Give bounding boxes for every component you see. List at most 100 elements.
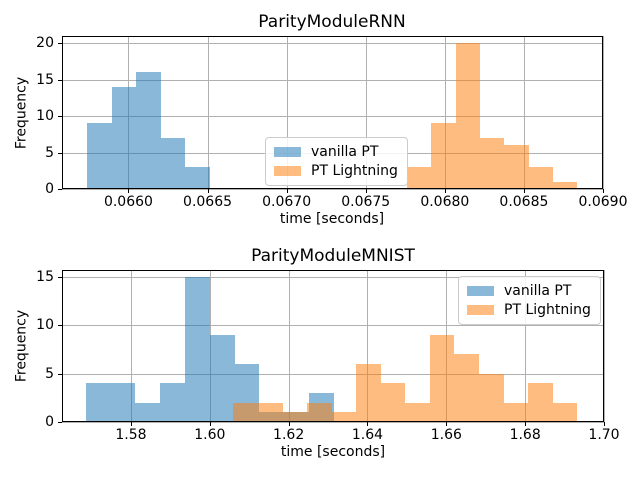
x-tick — [130, 422, 132, 426]
yaxis-label-mnist: Frequency — [13, 309, 30, 383]
axes-spines — [62, 36, 603, 189]
hist-bar-pt-lightning — [479, 373, 504, 422]
hist-bar-pt-lightning — [380, 383, 406, 422]
legend-box: vanilla PT PT Lightning — [458, 276, 601, 325]
x-tick-label: 1.62 — [273, 427, 305, 443]
y-tick — [58, 325, 62, 327]
yaxis-label-rnn: Frequency — [13, 76, 30, 150]
legend-label: PT Lightning — [311, 163, 398, 179]
hist-bar-vanilla-pt — [185, 167, 210, 189]
x-tick — [525, 422, 527, 426]
hist-bar-pt-lightning — [528, 167, 553, 189]
x-tick — [446, 422, 448, 426]
hist-bar-vanilla-pt — [87, 123, 112, 189]
x-gridline — [365, 36, 367, 189]
x-tick — [209, 422, 211, 426]
y-gridline — [62, 43, 603, 45]
hist-bar-vanilla-pt — [184, 277, 210, 422]
x-tick-label: 1.66 — [430, 427, 462, 443]
y-gridline — [62, 152, 603, 154]
chart-title-mnist: ParityModuleMNIST — [251, 246, 415, 266]
hist-bar-pt-lightning — [307, 402, 332, 422]
hist-bar-pt-lightning — [454, 354, 480, 422]
y-gridline — [62, 325, 604, 327]
x-gridline — [603, 36, 604, 189]
xaxis-label-rnn: time [seconds] — [279, 211, 385, 227]
hist-bar-pt-lightning — [405, 402, 430, 422]
x-tick-label: 0.0680 — [420, 194, 470, 210]
hist-bar-pt-lightning — [406, 167, 432, 189]
x-gridline — [525, 270, 527, 422]
axes-spines — [62, 270, 604, 422]
y-tick — [58, 43, 62, 45]
hist-bar-vanilla-pt — [85, 383, 111, 422]
hist-bar-pt-lightning — [455, 43, 480, 189]
hist-bar-pt-lightning — [356, 364, 381, 422]
y-gridline — [62, 422, 604, 423]
y-tick — [58, 116, 62, 118]
x-tick-label: 0.0675 — [341, 194, 391, 210]
x-gridline — [209, 270, 211, 422]
x-tick-label: 1.70 — [588, 427, 620, 443]
legend-entry-pt-lightning: PT Lightning — [467, 302, 591, 318]
hist-bar-pt-lightning — [503, 402, 529, 422]
hist-bar-pt-lightning — [331, 412, 357, 422]
x-gridline — [128, 36, 130, 189]
legend-label: vanilla PT — [311, 144, 379, 160]
x-tick — [604, 422, 605, 426]
x-gridline — [286, 36, 288, 189]
x-tick-label: 0.0660 — [103, 194, 153, 210]
x-tick-label: 1.58 — [115, 427, 147, 443]
x-tick-label: 1.68 — [509, 427, 541, 443]
x-gridline — [446, 270, 448, 422]
x-gridline — [207, 36, 209, 189]
y-tick — [58, 373, 62, 375]
x-gridline — [367, 270, 369, 422]
x-tick — [523, 189, 525, 193]
legend-entry-pt-lightning: PT Lightning — [274, 163, 398, 179]
y-tick-label: 0 — [45, 414, 54, 430]
hist-bar-vanilla-pt — [160, 383, 185, 422]
legend-entry-vanilla-pt: vanilla PT — [467, 283, 591, 299]
x-tick — [444, 189, 446, 193]
hist-bar-pt-lightning — [431, 123, 456, 189]
y-tick — [58, 79, 62, 81]
x-tick-label: 1.60 — [194, 427, 226, 443]
hist-bar-vanilla-pt — [160, 138, 186, 189]
hist-bar-vanilla-pt — [309, 393, 334, 422]
y-tick — [58, 189, 62, 190]
y-gridline — [62, 116, 603, 118]
legend-label: vanilla PT — [504, 283, 572, 299]
y-gridline — [62, 277, 604, 279]
legend-patch-pt-lightning — [467, 305, 494, 315]
y-gridline — [62, 189, 603, 190]
hist-bar-pt-lightning — [528, 383, 553, 422]
x-tick — [603, 189, 604, 193]
xaxis-label-mnist: time [seconds] — [280, 444, 386, 460]
legend-patch-vanilla-pt — [467, 286, 494, 296]
x-tick-label: 0.0665 — [183, 194, 233, 210]
hist-bar-pt-lightning — [552, 402, 578, 422]
x-gridline — [444, 36, 446, 189]
y-gridline — [62, 79, 603, 81]
x-tick — [365, 189, 367, 193]
x-tick — [128, 189, 130, 193]
y-gridline — [62, 373, 604, 375]
y-tick — [58, 277, 62, 279]
x-gridline — [288, 270, 290, 422]
x-tick — [286, 189, 288, 193]
hist-bar-vanilla-pt — [136, 72, 161, 189]
hist-bar-pt-lightning — [504, 145, 529, 189]
x-tick-label: 0.0690 — [578, 194, 628, 210]
hist-bar-pt-lightning — [258, 402, 283, 422]
y-tick-label: 20 — [36, 35, 54, 52]
x-gridline — [523, 36, 525, 189]
y-tick — [58, 422, 62, 423]
x-tick — [288, 422, 290, 426]
hist-bar-vanilla-pt — [110, 383, 136, 422]
x-gridline — [604, 270, 605, 422]
